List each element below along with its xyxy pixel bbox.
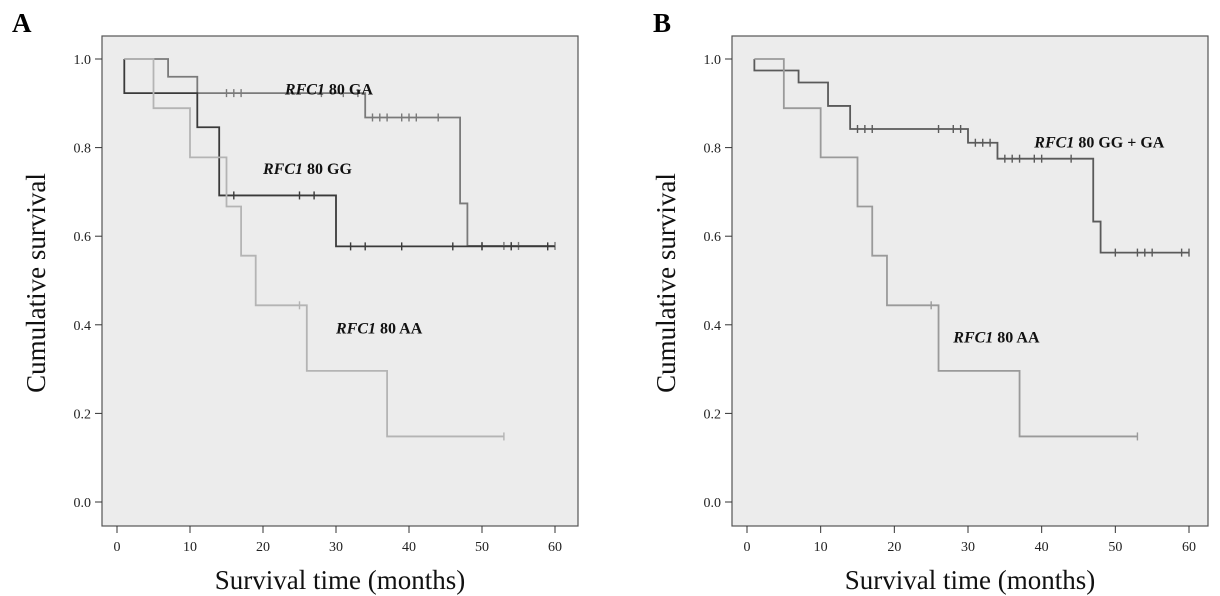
y-tick-label: 1.0 bbox=[704, 53, 722, 68]
x-tick-label: 50 bbox=[1108, 540, 1122, 555]
x-tick-label: 20 bbox=[887, 540, 901, 555]
x-tick-label: 30 bbox=[961, 540, 975, 555]
panel-letter-a: A bbox=[12, 8, 32, 38]
y-axis-title-a: Cumulative survival bbox=[21, 173, 51, 393]
y-tick-label: 0.6 bbox=[704, 230, 722, 245]
series-label-gene: RFC1 bbox=[335, 321, 376, 338]
x-tick-label: 40 bbox=[1035, 540, 1049, 555]
x-tick-label: 60 bbox=[1182, 540, 1196, 555]
y-tick-label: 0.0 bbox=[74, 496, 92, 511]
panel-b: B 0 10 20 30 40 50 60 0.0 0.2 0.4 0.6 0.8 1.0 RFC1 8… bbox=[651, 8, 1209, 595]
x-axis-title-a: Survival time (months) bbox=[215, 565, 465, 595]
series-label: RFC1 80 AA bbox=[335, 321, 423, 338]
axis-ticks-b: 0 10 20 30 40 50 60 0.0 0.2 0.4 0.6 0.8 1.0 bbox=[704, 53, 1197, 555]
y-tick-label: 0.0 bbox=[704, 496, 722, 511]
y-tick-label: 0.8 bbox=[74, 142, 92, 157]
panel-letter-b: B bbox=[653, 8, 671, 38]
series-label-genotype: 80 GA bbox=[325, 81, 373, 98]
series-label: RFC1 80 AA bbox=[952, 330, 1040, 347]
x-tick-label: 0 bbox=[744, 540, 751, 555]
y-axis-title-b: Cumulative survival bbox=[651, 173, 681, 393]
x-tick-label: 10 bbox=[183, 540, 197, 555]
y-tick-label: 1.0 bbox=[74, 53, 92, 68]
x-tick-label: 30 bbox=[329, 540, 343, 555]
x-tick-label: 20 bbox=[256, 540, 270, 555]
plot-area-b bbox=[731, 35, 1209, 527]
x-tick-label: 50 bbox=[475, 540, 489, 555]
y-tick-label: 0.2 bbox=[74, 407, 92, 422]
survival-curve-80-gg bbox=[123, 59, 555, 248]
survival-curves-a bbox=[123, 58, 556, 441]
series-label: RFC1 80 GG bbox=[262, 161, 352, 178]
y-tick-label: 0.4 bbox=[704, 319, 722, 334]
series-label-gene: RFC1 bbox=[1033, 135, 1074, 152]
survival-curve-80-aa bbox=[124, 58, 504, 438]
x-tick-label: 60 bbox=[548, 540, 562, 555]
series-label-gene: RFC1 bbox=[284, 81, 325, 98]
survival-curve-80-ga bbox=[124, 58, 555, 247]
y-tick-label: 0.4 bbox=[74, 319, 92, 334]
series-label-gene: RFC1 bbox=[952, 330, 993, 347]
axis-ticks-a: 0 10 20 30 40 50 60 0.0 0.2 0.4 0.6 0.8 1.0 bbox=[74, 53, 563, 555]
survival-curve-80-aa bbox=[754, 58, 1138, 438]
series-label-genotype: 80 AA bbox=[993, 330, 1040, 347]
series-label-gene: RFC1 bbox=[262, 161, 303, 178]
plot-area-a bbox=[101, 35, 579, 527]
series-label-genotype: 80 GG + GA bbox=[1074, 135, 1164, 152]
series-label-genotype: 80 AA bbox=[376, 321, 423, 338]
y-tick-label: 0.8 bbox=[704, 142, 722, 157]
panel-a: A 0 10 20 30 40 50 60 0.0 0.2 0.4 0.6 0.8 1.0 RFC1 8… bbox=[12, 8, 579, 595]
y-tick-label: 0.2 bbox=[704, 407, 722, 422]
survival-curves-b bbox=[753, 58, 1190, 441]
x-tick-label: 40 bbox=[402, 540, 416, 555]
series-label-genotype: 80 GG bbox=[303, 161, 352, 178]
y-tick-label: 0.6 bbox=[74, 230, 92, 245]
series-label: RFC1 80 GG + GA bbox=[1033, 135, 1164, 152]
survival-curve-80-gg-ga bbox=[753, 59, 1189, 254]
series-label: RFC1 80 GA bbox=[284, 81, 373, 98]
x-tick-label: 10 bbox=[814, 540, 828, 555]
x-tick-label: 0 bbox=[114, 540, 121, 555]
x-axis-title-b: Survival time (months) bbox=[845, 565, 1095, 595]
